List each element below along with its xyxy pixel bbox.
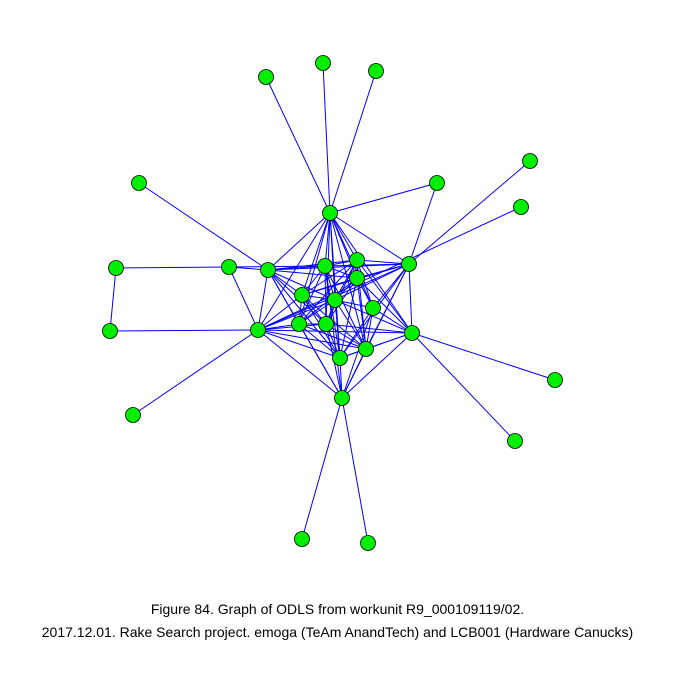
graph-edge (228, 266, 259, 331)
graph-edge (301, 259, 358, 296)
graph-edge (334, 299, 413, 334)
graph-node (250, 322, 266, 338)
graph-edge (356, 259, 374, 309)
graph-edge (329, 70, 377, 214)
graph-edge (334, 263, 410, 301)
graph-node (315, 55, 331, 71)
figure-caption-subtitle: 2017.12.01. Rake Search project. emoga (… (41, 624, 634, 640)
graph-edge (298, 323, 341, 359)
graph-node (102, 323, 118, 339)
graph-edge (408, 263, 413, 334)
graph-node (365, 300, 381, 316)
graph-edge (324, 212, 331, 267)
graph-node (334, 390, 350, 406)
graph-edge (301, 212, 331, 296)
graph-node (404, 325, 420, 341)
graph-edge (324, 265, 341, 359)
graph-edge (325, 323, 413, 334)
graph-edge (257, 294, 303, 331)
graph-node (507, 433, 523, 449)
graph-edge (341, 397, 369, 544)
graph-edge (301, 294, 367, 350)
graph-node (294, 287, 310, 303)
graph-edge (365, 332, 413, 350)
graph-edge (324, 265, 367, 350)
figure-caption-title: Figure 84. Graph of ODLS from workunit R… (150, 601, 525, 617)
graph-node (401, 256, 417, 272)
graph-edge (301, 397, 343, 540)
graph-edge (301, 277, 358, 296)
graph-edge (109, 267, 117, 332)
graph-edge (322, 62, 331, 214)
graph-edge (257, 329, 343, 399)
graph-edge (341, 332, 413, 399)
graph-node (294, 531, 310, 547)
graph-node (317, 258, 333, 274)
graph-node (513, 199, 529, 215)
graph-edge (324, 263, 410, 267)
graph-edges (109, 62, 556, 544)
graph-edge (257, 269, 269, 331)
graph-edge (257, 206, 522, 331)
graph-node (349, 252, 365, 268)
graph-edge (265, 76, 331, 214)
graph-edge (329, 212, 358, 261)
graph-node (108, 260, 124, 276)
graph-edge (267, 269, 336, 301)
graph-node (131, 175, 147, 191)
graph-edge (329, 212, 410, 265)
graph-edge (109, 329, 259, 332)
graph-node (318, 316, 334, 332)
graph-edge (356, 263, 410, 279)
graph-diagram (102, 55, 563, 551)
graph-edge (411, 332, 556, 381)
graph-edge (356, 277, 367, 350)
graph-node (258, 69, 274, 85)
graph-edge (334, 299, 367, 350)
graph-edge (115, 266, 230, 269)
graph-edge (257, 329, 367, 350)
graph-node (522, 153, 538, 169)
graph-edge (257, 329, 413, 334)
graph-node (260, 262, 276, 278)
graph-edge (411, 332, 516, 442)
graph-node (327, 292, 343, 308)
graph-edge (341, 348, 367, 399)
graph-node (291, 316, 307, 332)
graph-edge (356, 277, 413, 334)
graph-edge (257, 212, 331, 331)
graph-edge (298, 323, 367, 350)
graph-nodes (102, 55, 563, 551)
graph-node (358, 341, 374, 357)
graph-edge (408, 182, 438, 265)
graph-edge (267, 212, 331, 271)
graph-edge (329, 182, 438, 214)
graph-edge (356, 259, 413, 334)
graph-node (360, 535, 376, 551)
graph-edge (132, 329, 259, 416)
graph-edge (257, 329, 341, 359)
graph-node (221, 259, 237, 275)
graph-edge (356, 259, 410, 265)
graph-node (368, 63, 384, 79)
graph-edge (228, 265, 326, 268)
graph-node (429, 175, 445, 191)
graph-edge (339, 307, 374, 359)
graph-edge (298, 323, 343, 399)
graph-node (322, 205, 338, 221)
graph-node (547, 372, 563, 388)
graph-edge (408, 160, 531, 265)
graph-node (332, 350, 348, 366)
graph-edge (341, 307, 374, 399)
graph-edge (329, 212, 413, 334)
graph-edge (267, 259, 358, 271)
graph-edge (138, 182, 269, 271)
graph-node (125, 407, 141, 423)
graph-edge (298, 265, 326, 325)
graph-node (349, 270, 365, 286)
graph-edge (324, 265, 343, 399)
